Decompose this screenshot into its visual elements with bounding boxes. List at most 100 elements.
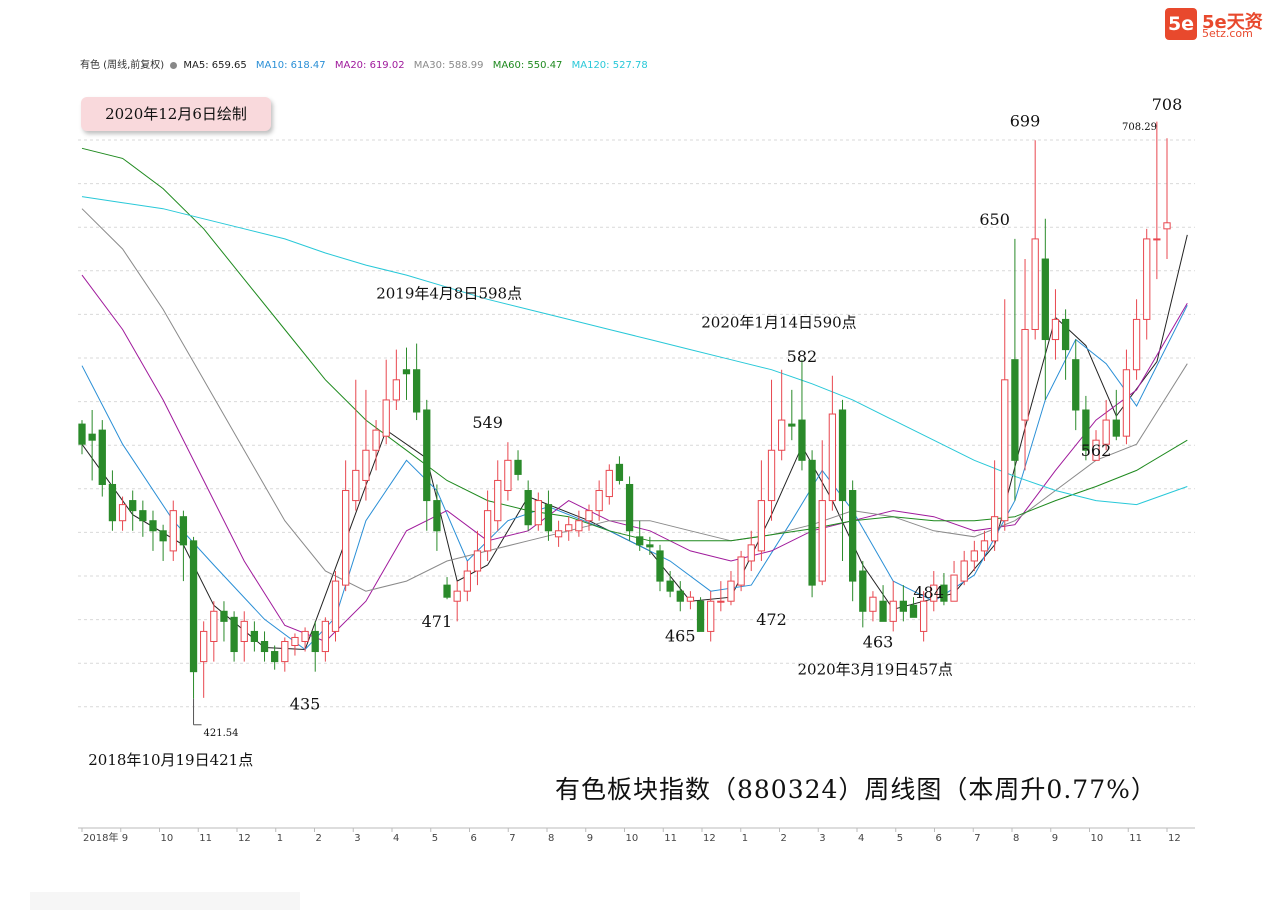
candle-body [1132, 318, 1141, 371]
candle-body [1011, 359, 1019, 461]
annotation-label: 562 [1081, 441, 1112, 460]
candle-body [382, 399, 390, 437]
price-annotations: 708 708.29 699 650 2019年4月8日598点 2020年1月14日59… [88, 95, 1182, 769]
candle-body [889, 600, 897, 622]
candle-body [483, 510, 492, 552]
candle-body [88, 433, 96, 441]
x-axis-tick-label: 6 [471, 833, 477, 844]
candle-body [240, 620, 248, 642]
x-axis-tick-label: 10 [161, 833, 174, 844]
x-axis-tick-label: 7 [974, 833, 980, 844]
settings-dot-icon[interactable] [170, 62, 178, 69]
candle-body [423, 409, 431, 502]
candle-body [342, 490, 350, 586]
ma-line-ma5 [81, 234, 1188, 651]
candle-body [1041, 258, 1049, 341]
annotation-label: 2018年10月19日421点 [88, 751, 253, 769]
x-axis-tick-label: 5 [432, 833, 438, 844]
ma10-legend: MA10: 618.47 [255, 60, 326, 71]
candle-body [281, 640, 289, 663]
drawn-date-tag: 2020年12月6日绘制 [81, 97, 271, 131]
candle-body [615, 463, 624, 481]
annotation-label: 484 [913, 583, 944, 602]
candle-body [625, 483, 634, 532]
x-axis-tick-label: 7 [509, 833, 515, 844]
candle-body [1021, 328, 1029, 421]
annotation-label: 472 [756, 610, 787, 629]
candle-body [220, 610, 228, 622]
candle-body [859, 570, 867, 612]
site-logo[interactable]: 5e 5e天资 5etz.com [1165, 8, 1269, 40]
annotation-label: 582 [787, 347, 818, 366]
candle-body [828, 413, 837, 502]
ma20-legend: MA20: 619.02 [334, 60, 405, 71]
candle-body [838, 409, 847, 502]
annotation-label: 650 [979, 210, 1010, 229]
candle-body [554, 530, 563, 538]
candle-body [1082, 409, 1090, 451]
x-axis-tick-label: 3 [819, 833, 825, 844]
candle-body [78, 423, 86, 445]
x-axis-tick-label: 1 [277, 833, 283, 844]
candle-body [1051, 318, 1060, 341]
candle-body [271, 651, 279, 663]
candle-body [139, 510, 147, 522]
candle-body [899, 600, 907, 612]
x-axis-tick-label: 1 [742, 833, 748, 844]
candle-body [473, 550, 482, 572]
candle-body [696, 600, 705, 632]
annotation-label: 549 [472, 413, 503, 432]
footer-bar [30, 892, 300, 910]
candle-body [869, 596, 877, 612]
candle-body [930, 584, 938, 602]
candle-body [544, 504, 553, 532]
candle-body [149, 520, 157, 532]
candle-body [919, 600, 928, 632]
x-axis-tick-label: 2 [316, 833, 322, 844]
candle-body [494, 479, 502, 522]
candle-body [980, 540, 989, 552]
candle-body [778, 419, 786, 451]
candle-body [960, 560, 968, 582]
candle-body [169, 510, 177, 552]
ma120-legend: MA120: 527.78 [571, 60, 648, 71]
candle-body [392, 379, 400, 401]
x-axis: 2018年 9 10 11 12 1 2 3 4 5 6 7 8 9 10 11 12 1 2 3 4 5 6 7 8 9 10 11… [78, 827, 1195, 844]
candle-body [514, 459, 522, 475]
candle-body [940, 584, 948, 602]
candle-body [108, 483, 117, 522]
candle-body [159, 530, 167, 542]
logo-badge-icon: 5e [1165, 8, 1197, 40]
candle-body [1153, 238, 1161, 241]
candle-body [362, 449, 370, 481]
candle-body [372, 429, 380, 451]
candle-body [331, 580, 340, 632]
candle-body [534, 500, 542, 526]
candle-body [818, 500, 826, 582]
candle-body [849, 490, 857, 582]
x-axis-tick-label: 11 [1129, 833, 1142, 844]
candle-body [686, 596, 695, 602]
candle-body [636, 536, 644, 546]
annotation-label: 471 [422, 612, 453, 631]
annotation-label: 435 [290, 695, 321, 714]
candle-body [585, 510, 593, 522]
candle-body [98, 429, 106, 485]
x-axis-tick-label: 9 [1052, 833, 1058, 844]
candle-body [1092, 439, 1100, 461]
x-axis-tick-label: 2 [781, 833, 787, 844]
x-axis-tick-label: 4 [393, 833, 399, 844]
candle-body [605, 469, 613, 498]
x-axis-tick-label: 11 [199, 833, 212, 844]
candle-body [656, 550, 664, 582]
x-axis-tick-label: 12 [238, 833, 251, 844]
annotation-label: 465 [665, 626, 696, 645]
candle-body [727, 580, 735, 602]
candle-body [352, 469, 360, 502]
x-axis-tick-label: 8 [1013, 833, 1019, 844]
candle-body [646, 544, 654, 548]
candle-body [737, 556, 745, 586]
x-axis-tick-label: 8 [548, 833, 554, 844]
ma60-legend: MA60: 550.47 [492, 60, 563, 71]
candle-body [291, 636, 299, 647]
